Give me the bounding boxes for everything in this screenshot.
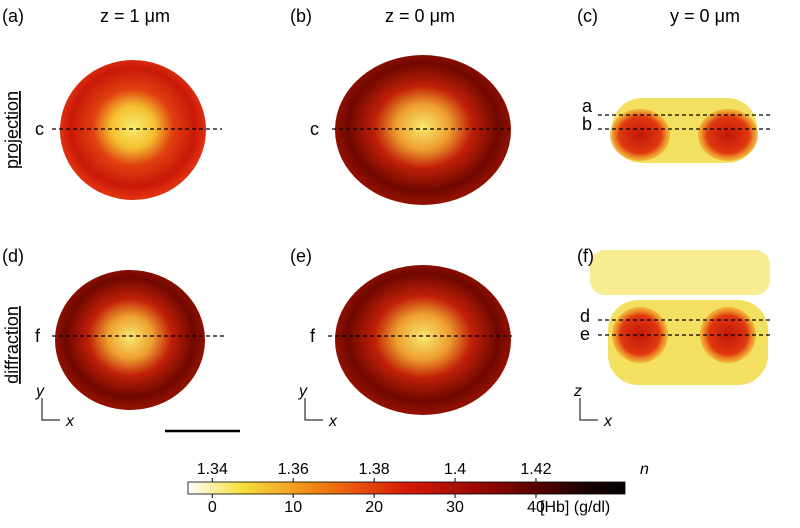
panel-label: (c) [577,6,598,26]
n-tick-label: 1.34 [197,461,228,478]
hb-tick-label: 20 [365,499,383,516]
hb-tick-label: 40 [527,499,545,516]
n-tick-label: 1.42 [520,461,551,478]
cell-image [590,250,770,295]
images [55,55,770,415]
colorbar-label: [Hb] (g/dl) [540,499,610,516]
line-label: f [310,326,316,346]
n-tick-label: 1.36 [278,461,309,478]
dashed-lines [52,114,770,337]
panel-label: (f) [577,246,594,266]
axis-icon-label: y [298,383,308,400]
axis-icon [304,398,323,421]
line-label: c [310,119,319,139]
panel-label: (a) [2,6,24,26]
axis-icon-label: y [35,383,45,400]
axis-icon [41,398,60,421]
axis-icon-label: z [573,383,582,400]
line-label: d [580,306,590,326]
cell-image [698,109,758,161]
line-label: c [35,119,44,139]
cell-image [335,55,511,205]
axis-icon-label: x [328,413,338,430]
hb-tick-label: 0 [208,499,217,516]
axis-icon-label: x [603,413,613,430]
line-label: f [35,326,41,346]
panel-label: (d) [2,246,24,266]
colorbar: n [Hb] (g/dl) 1.34 1.36 1.38 1.4 1.42 0 10 20 30… [187,461,649,516]
n-tick-label: 1.38 [359,461,390,478]
column-header: y = 0 μm [670,6,740,26]
line-label: b [582,114,592,134]
hb-tick-label: 30 [446,499,464,516]
hb-tick-label: 10 [284,499,302,516]
column-header: z = 1 μm [100,6,170,26]
panel-label: (e) [290,246,312,266]
panel-label: (b) [290,6,312,26]
axis-icon [579,398,598,421]
column-header: z = 0 μm [385,6,455,26]
line-label: a [582,96,593,116]
row-label: projection [2,91,22,169]
line-label: e [580,324,590,344]
cell-image [55,270,205,410]
row-label: diffraction [2,306,22,384]
colorbar-label: n [640,461,649,478]
axis-icon-label: x [65,413,75,430]
axis-icons: y x y x z x [35,383,613,430]
cell-image [335,265,511,415]
colorbar-gradient [187,481,626,495]
cell-image [60,60,206,200]
n-tick-label: 1.4 [444,461,466,478]
cell-image [610,109,670,161]
